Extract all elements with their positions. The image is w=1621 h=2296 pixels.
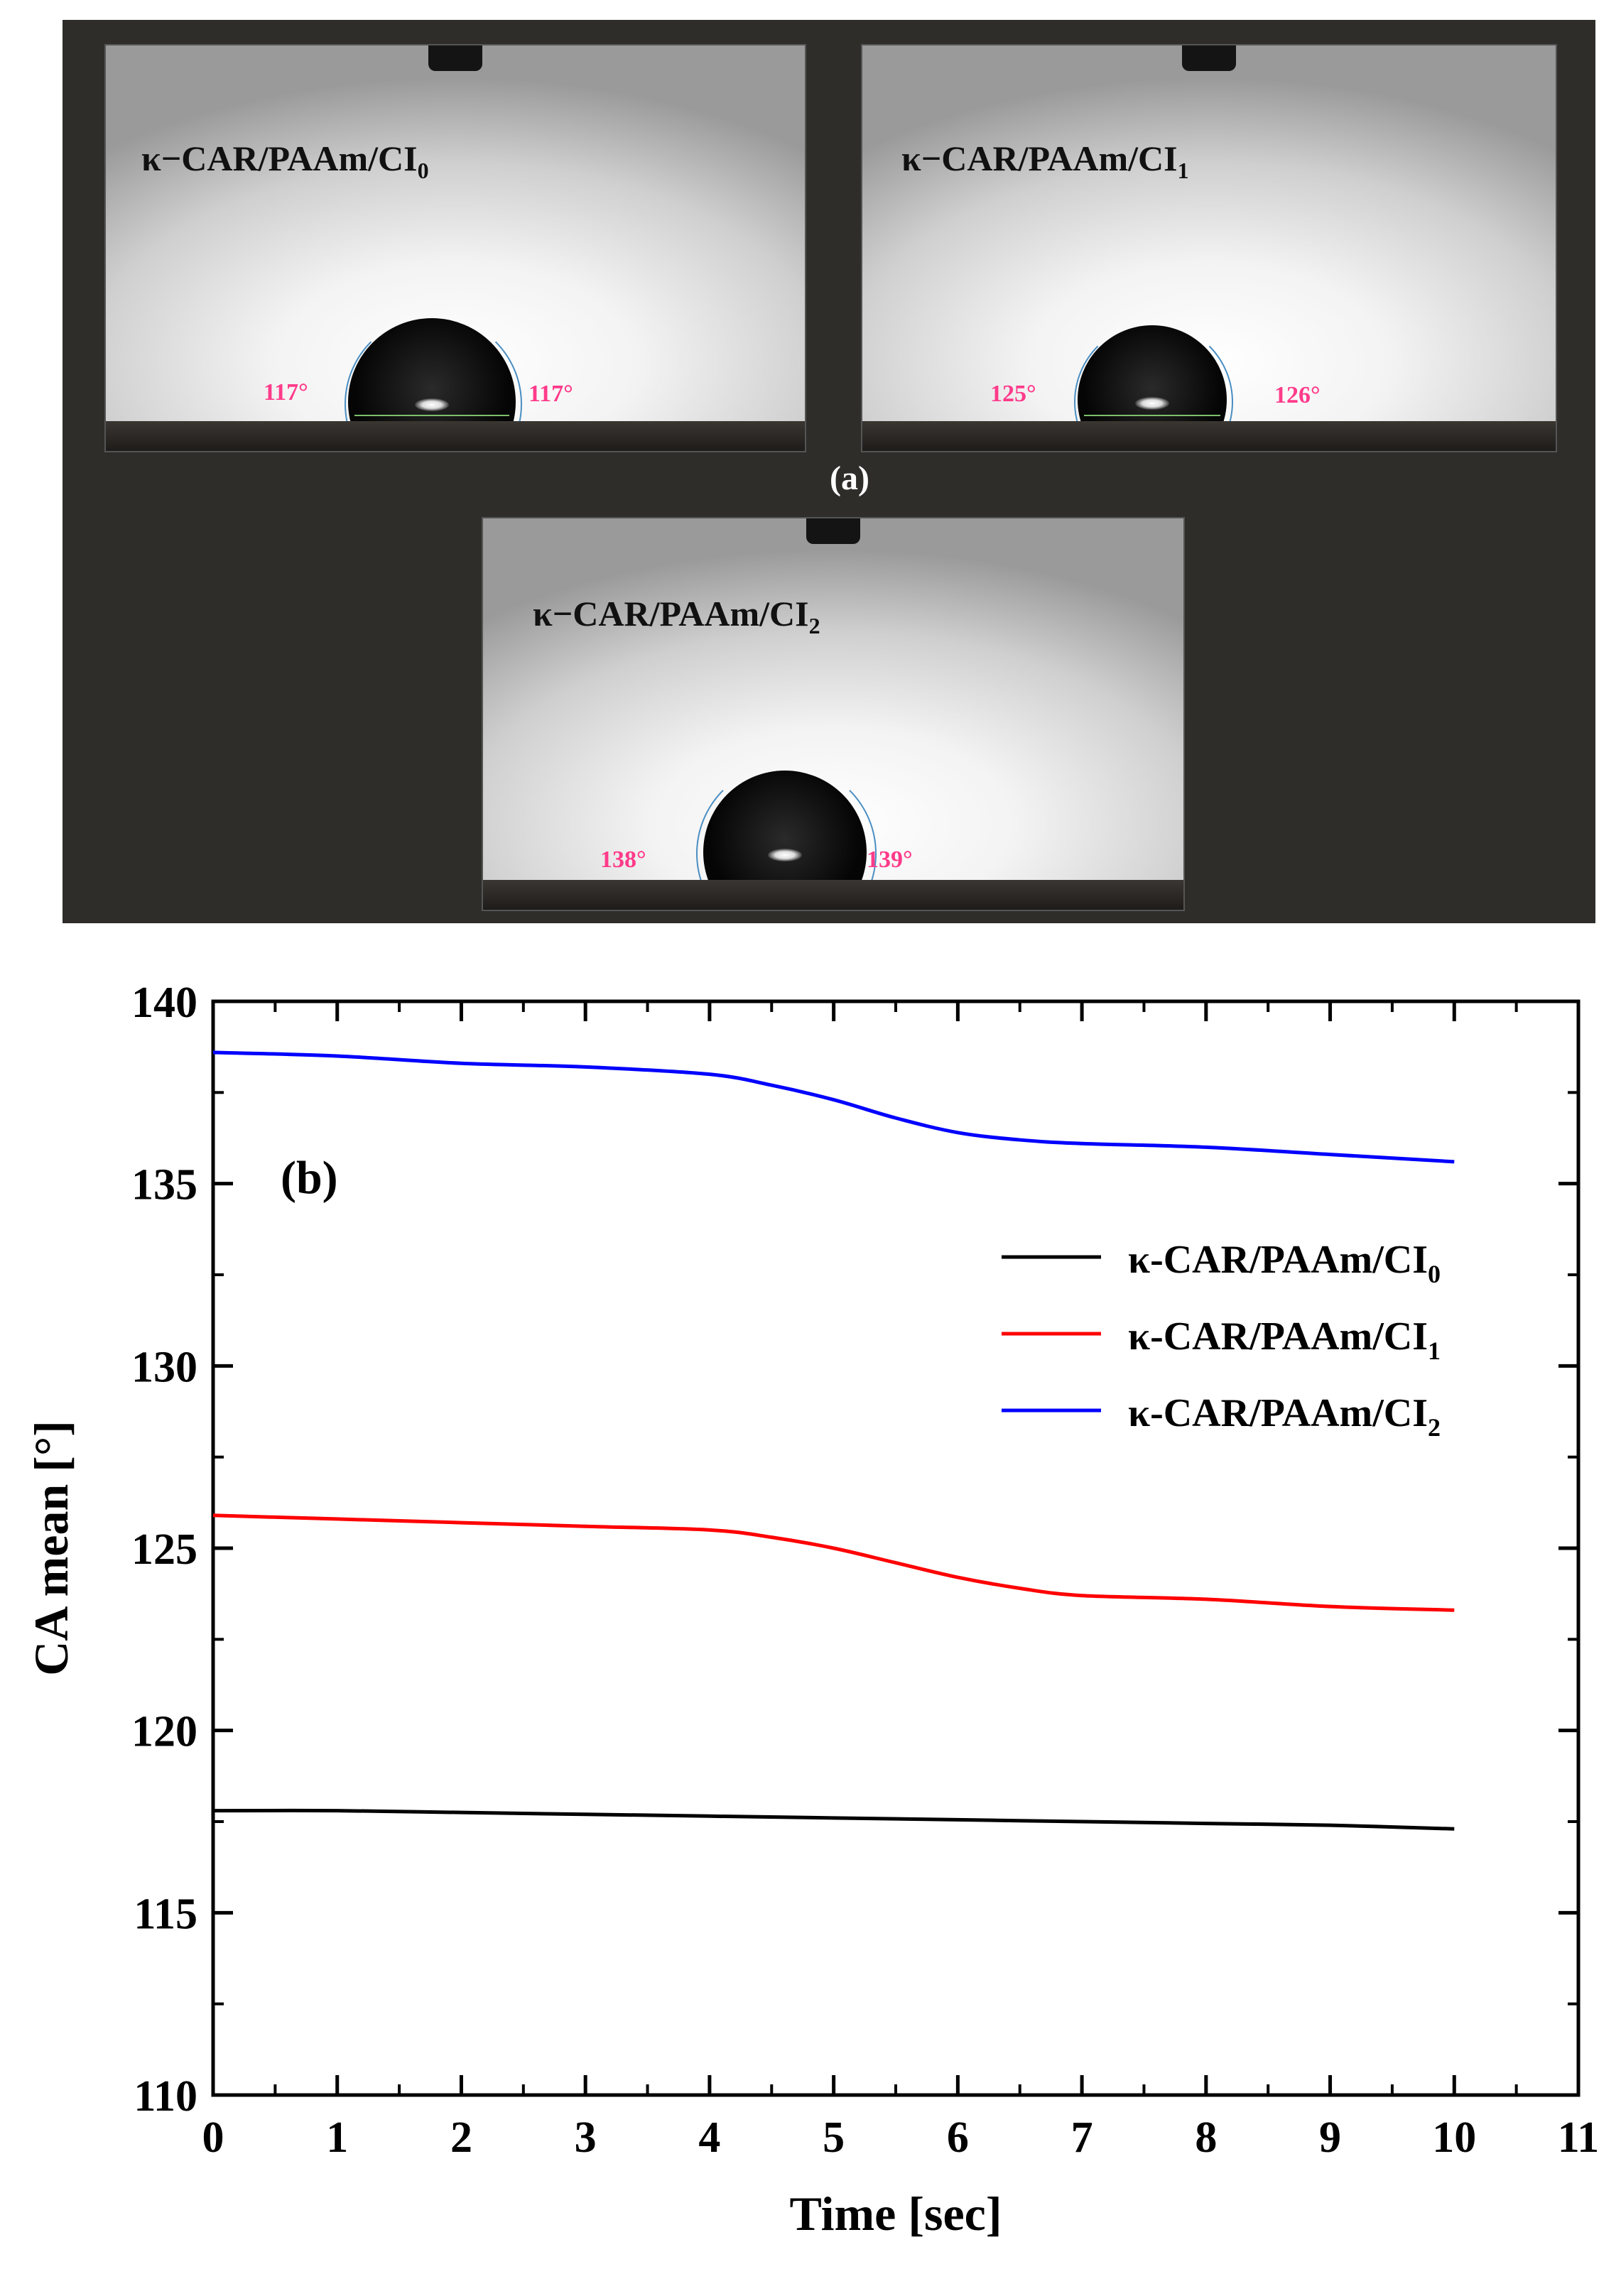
axes: 0 1 2 3 4 5 6 7 8 9 10 11 110 115 120 125 130 135 140 Time … [24,979,1599,2241]
x-tick-label: 1 [326,2113,348,2162]
y-tick-label: 120 [131,1708,197,1756]
droplet-photo-ci1: κ−CAR/PAAm/CI1 125° 126° [861,44,1557,452]
needle [1182,45,1236,71]
y-axis-label: CA mean [°] [24,1420,78,1676]
angle-left: 138° [600,847,646,873]
photo-label: κ−CAR/PAAm/CI1 [901,138,1189,183]
angle-right: 139° [867,847,913,873]
angle-right: 117° [528,381,573,407]
angle-left: 125° [990,381,1036,407]
series-line-0 [212,1808,1455,1831]
plot-frame [211,999,1581,2097]
panel-a-tag: (a) [830,459,869,497]
angle-right: 126° [1274,382,1321,408]
x-tick-label: 2 [450,2113,472,2162]
series-line-2 [212,1050,1455,1164]
legend: κ-CAR/PAAm/CI0 κ-CAR/PAAm/CI1 κ-CAR/PAAm/C… [1002,1238,1441,1442]
baseline [354,415,509,416]
x-tick-label: 0 [202,2113,224,2162]
x-tick-label: 3 [575,2113,597,2162]
legend-label-0: κ-CAR/PAAm/CI0 [1128,1238,1441,1288]
contact-angle-chart: 0 1 2 3 4 5 6 7 8 9 10 11 110 115 120 125 130 135 140 Time … [24,979,1599,2241]
y-tick-label: 125 [131,1525,197,1574]
photo-label: κ−CAR/PAAm/CI2 [533,594,820,638]
series-group [212,1050,1455,1831]
droplet-photo-ci0: κ−CAR/PAAm/CI0 117° 117° [104,44,806,452]
panel-a-photos: κ−CAR/PAAm/CI0 117° 117° κ−CAR/PAAm/CI1 … [63,20,1595,923]
x-tick-label: 8 [1195,2113,1217,2162]
needle [806,518,860,544]
x-tick-label: 10 [1432,2113,1476,2162]
y-tick-label: 135 [131,1161,197,1209]
y-tick-label: 130 [131,1343,197,1391]
x-tick-label: 7 [1071,2113,1093,2162]
y-tick-label: 110 [134,2072,197,2121]
droplet-photo-ci2: κ−CAR/PAAm/CI2 138° 139° [482,517,1185,911]
baseline [1084,415,1220,416]
x-tick-label: 11 [1558,2113,1600,2162]
y-tick-label: 140 [131,979,197,1027]
needle [428,45,482,71]
substrate [106,421,805,451]
x-tick-label: 5 [823,2113,845,2162]
legend-label-1: κ-CAR/PAAm/CI1 [1128,1315,1441,1365]
x-tick-label: 6 [947,2113,969,2162]
y-tick-label: 115 [134,1890,197,1938]
x-tick-label: 4 [698,2113,720,2162]
substrate [862,421,1556,451]
x-axis-label: Time [sec] [790,2187,1002,2241]
legend-label-2: κ-CAR/PAAm/CI2 [1128,1391,1441,1442]
substrate [483,880,1183,910]
angle-left: 117° [264,379,308,406]
panel-b-tag: (b) [281,1152,338,1204]
x-tick-label: 9 [1319,2113,1341,2162]
series-line-1 [212,1513,1455,1612]
photo-label: κ−CAR/PAAm/CI0 [141,138,429,183]
